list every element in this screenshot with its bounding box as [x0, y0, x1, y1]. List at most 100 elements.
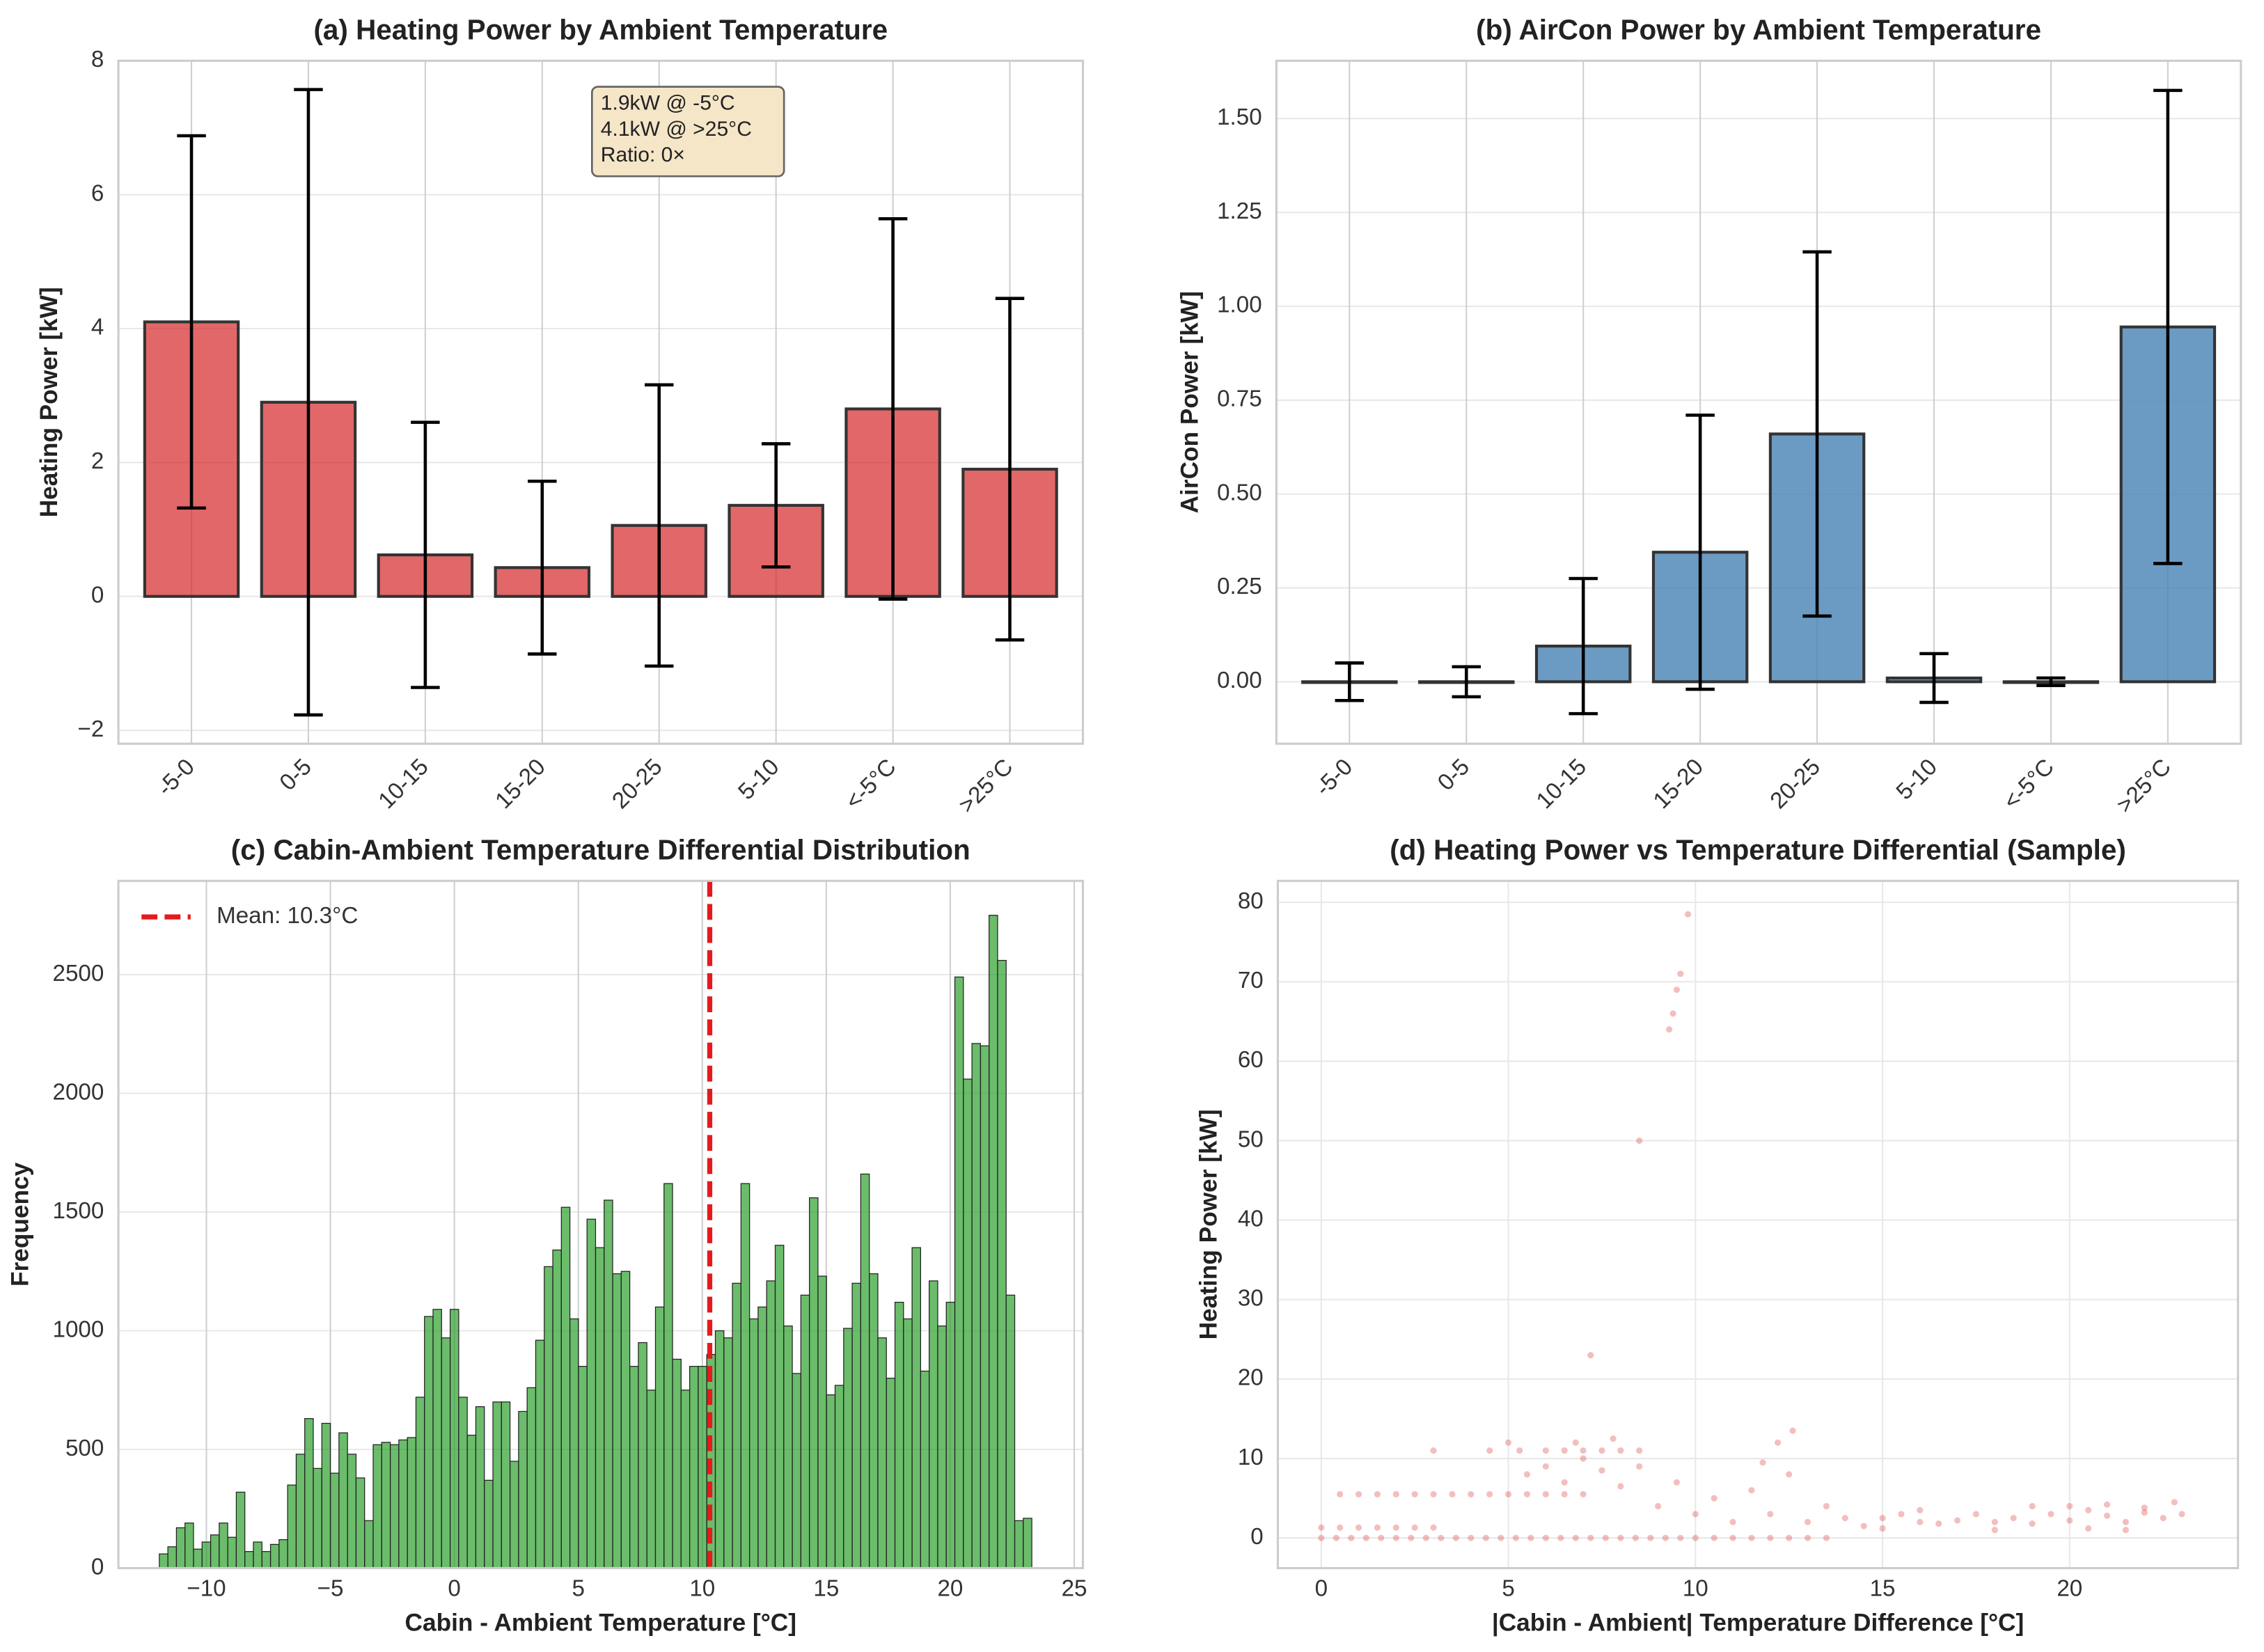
scatter-point	[1666, 1026, 1673, 1033]
histogram-bar	[244, 1551, 254, 1569]
scatter-point	[1654, 1502, 1662, 1510]
y-tick-label: 0	[91, 1554, 104, 1580]
scatter-point	[1374, 1490, 1381, 1497]
histogram-bar	[714, 1330, 725, 1569]
histogram-bar	[945, 1301, 956, 1569]
y-tick-label: 0	[1250, 1524, 1263, 1550]
plot-frame	[1276, 879, 2240, 1570]
histogram-bar	[783, 1325, 793, 1569]
y-tick-label: 6	[91, 180, 104, 206]
scatter-point	[1580, 1455, 1587, 1462]
histogram-bar	[989, 915, 998, 1569]
scatter-point	[2103, 1512, 2111, 1519]
scatter-point	[1598, 1447, 1605, 1454]
x-tick-label: 15-20	[491, 754, 551, 814]
histogram-bar	[364, 1520, 374, 1569]
scatter-point	[1991, 1527, 1998, 1534]
histogram-bar	[749, 1318, 759, 1569]
scatter-point	[1348, 1534, 1355, 1541]
x-axis-label: Cabin - Ambient Temperature [°C]	[405, 1610, 796, 1637]
scatter-point	[1636, 1137, 1643, 1144]
histogram-bar	[646, 1390, 657, 1569]
scatter-point	[1430, 1447, 1437, 1454]
x-tick-label: >25°C	[2112, 754, 2176, 818]
histogram-bar	[1005, 1294, 1016, 1569]
scatter-point	[1392, 1534, 1399, 1541]
histogram-bar	[526, 1387, 537, 1569]
histogram-bar	[860, 1173, 870, 1569]
scatter-point	[1636, 1463, 1643, 1470]
x-tick-label: −10	[187, 1575, 226, 1601]
scatter-point	[1917, 1507, 1924, 1513]
annotation-box	[590, 86, 785, 178]
histogram-bar	[278, 1539, 288, 1569]
histogram-bar	[492, 1401, 502, 1569]
histogram-bar	[535, 1339, 545, 1569]
histogram-bar	[269, 1543, 280, 1569]
y-axis-label: Frequency	[6, 1162, 33, 1287]
scatter-point	[1561, 1490, 1568, 1497]
scatter-point	[1516, 1447, 1523, 1454]
error-bar	[1335, 661, 1365, 702]
annotation-text: Ratio: 0×	[601, 143, 685, 166]
scatter-point	[1449, 1490, 1456, 1497]
scatter-point	[1505, 1490, 1512, 1497]
y-tick-label: 1500	[53, 1198, 104, 1224]
error-bar	[294, 88, 323, 717]
scatter-point	[1561, 1447, 1568, 1454]
scatter-point	[2160, 1515, 2167, 1522]
scatter-point	[2066, 1502, 2073, 1510]
scatter-point	[1337, 1524, 1344, 1531]
histogram-bar	[663, 1183, 673, 1569]
y-axis-label: AirCon Power [kW]	[1176, 291, 1203, 513]
error-bar	[761, 442, 791, 569]
histogram-bar	[757, 1306, 767, 1569]
y-tick-label: 2	[91, 448, 104, 474]
scatter-point	[1711, 1534, 1717, 1541]
histogram-bar	[595, 1247, 605, 1569]
histogram-bar	[894, 1301, 904, 1569]
panel: 0 500 1000 1500 2000 2500 −10 −5 0 5 10 15 20 25 (c) C…	[6, 834, 1087, 1637]
histogram-bar	[175, 1527, 186, 1569]
histogram-bar	[295, 1454, 306, 1569]
histogram-bar	[654, 1306, 665, 1569]
scatter-point	[1617, 1447, 1624, 1454]
x-tick-label: −5	[317, 1575, 344, 1601]
x-tick-label: <-5°C	[1999, 754, 2059, 815]
histogram-bar	[219, 1523, 228, 1569]
x-tick-label: <-5°C	[840, 754, 901, 815]
histogram-bar	[193, 1548, 203, 1569]
scatter-point	[1669, 1010, 1676, 1017]
scatter-point	[1452, 1534, 1459, 1541]
scatter-point	[1804, 1518, 1811, 1525]
x-tick-label: >25°C	[954, 754, 1018, 818]
scatter-point	[1486, 1447, 1493, 1454]
histogram-bar	[261, 1551, 272, 1569]
error-bar	[995, 297, 1025, 642]
x-tick-label: 10	[1683, 1575, 1708, 1601]
error-bar	[878, 217, 908, 601]
x-tick-label: 20-25	[1766, 754, 1825, 814]
scatter-point	[1617, 1483, 1624, 1490]
scatter-point	[1318, 1524, 1325, 1531]
histogram-bar	[586, 1218, 597, 1569]
scatter-point	[1673, 986, 1680, 993]
scatter-point	[1374, 1524, 1381, 1531]
histogram-bar	[389, 1444, 400, 1569]
scatter-point	[1677, 1534, 1684, 1541]
x-tick-label: 0-5	[275, 754, 317, 796]
scatter-point	[2029, 1520, 2036, 1527]
y-tick-label: 8	[91, 47, 104, 72]
panel: 0.00 0.25 0.50 0.75 1.00 1.25 1.50 (b) AirCon P…	[1176, 13, 2242, 818]
histogram-bar	[569, 1318, 579, 1569]
legend: Mean: 10.3°C	[141, 903, 358, 929]
histogram-bar	[817, 1275, 827, 1569]
scatter-point	[1935, 1520, 1942, 1527]
histogram-bar	[620, 1271, 631, 1569]
scatter-point	[1422, 1534, 1429, 1541]
scatter-point	[1729, 1518, 1736, 1525]
y-tick-label: 1.50	[1217, 104, 1262, 130]
x-tick-label: 0	[1315, 1575, 1328, 1601]
error-bar	[411, 420, 440, 689]
